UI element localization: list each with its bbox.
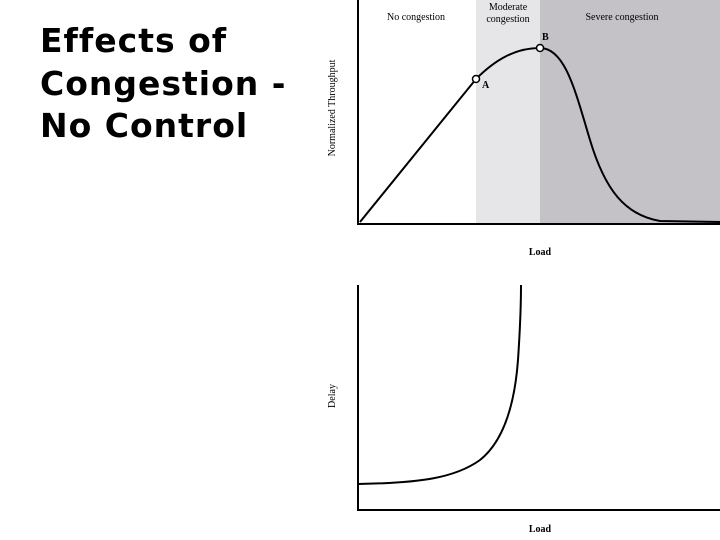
region-label: Severe congestion bbox=[585, 12, 658, 23]
moderate-region bbox=[476, 0, 540, 224]
title-line: Congestion - bbox=[40, 64, 286, 103]
x-axis-label: Load bbox=[529, 524, 552, 535]
region-label: Moderate bbox=[489, 2, 528, 13]
delay-curve bbox=[357, 284, 522, 485]
point-b bbox=[535, 43, 545, 53]
y-axis-label: Normalized Throughput bbox=[327, 59, 338, 156]
severe-region bbox=[540, 0, 720, 224]
region-label: congestion bbox=[486, 14, 529, 25]
point-label: A bbox=[482, 80, 490, 91]
title-line: Effects of bbox=[40, 21, 227, 60]
title-line: No Control bbox=[40, 106, 248, 145]
point-a bbox=[471, 74, 481, 84]
throughput-curve bbox=[359, 46, 720, 223]
y-axis-label: Delay bbox=[327, 384, 338, 408]
x-axis-label: Load bbox=[529, 247, 552, 258]
delay-diagram: Delay Load bbox=[327, 284, 720, 535]
throughput-diagram: A B No congestion Moderate congestion Se… bbox=[327, 0, 720, 258]
point-label: B bbox=[542, 32, 549, 43]
region-label: No congestion bbox=[387, 12, 445, 23]
